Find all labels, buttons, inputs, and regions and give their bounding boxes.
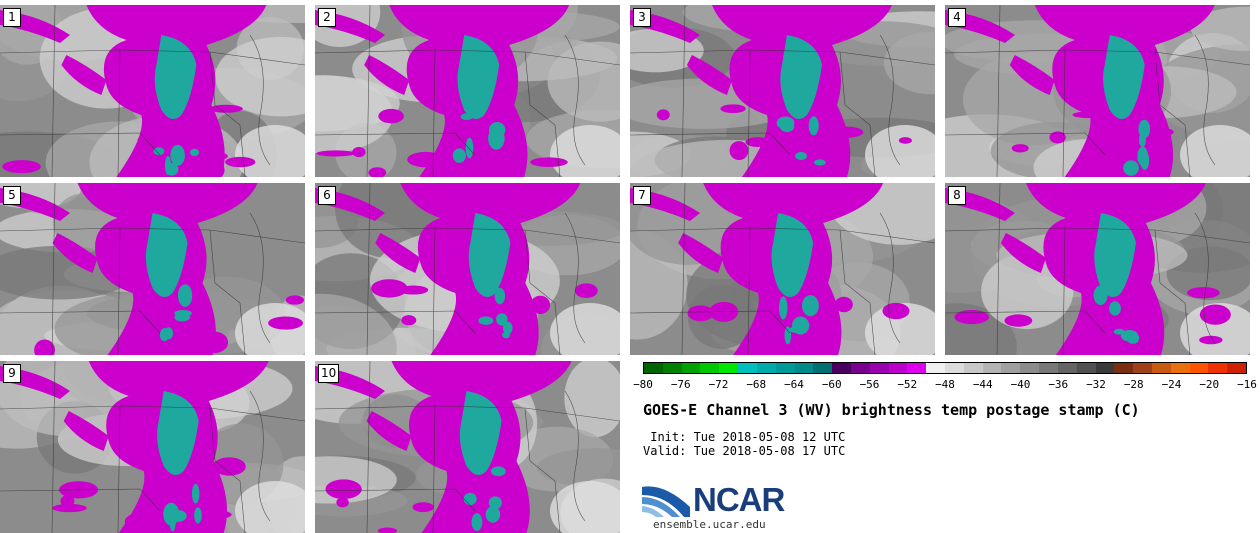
panel-number: 2 — [318, 8, 336, 27]
colorbar-tick-label: −32 — [1086, 378, 1106, 391]
ensemble-panel-8: 8 — [945, 183, 1250, 355]
colorbar-swatch — [888, 363, 908, 373]
ensemble-panel-9: 9 — [0, 361, 305, 533]
colorbar-swatch — [1227, 363, 1246, 373]
colorbar-swatch — [700, 363, 720, 373]
panel-number: 1 — [3, 8, 21, 27]
map-canvas — [945, 183, 1250, 355]
valid-time: Valid: Tue 2018-05-08 17 UTC — [643, 444, 846, 458]
wv-map-5 — [0, 183, 305, 355]
colorbar-tick-label: −80 — [633, 378, 653, 391]
map-canvas — [630, 5, 935, 177]
ensemble-panel-7: 7 — [630, 183, 935, 355]
colorbar-tick-label: −36 — [1048, 378, 1069, 391]
colorbar-swatch — [813, 363, 833, 373]
ensemble-panel-10: 10 — [315, 361, 620, 533]
ensemble-panel-4: 4 — [945, 5, 1250, 177]
map-canvas — [630, 183, 935, 355]
wv-map-7 — [630, 183, 935, 355]
colorbar-swatch — [850, 363, 870, 373]
colorbar-swatch — [907, 363, 927, 373]
colorbar-swatch — [982, 363, 1002, 373]
colorbar-swatch — [738, 363, 757, 373]
panel-number: 9 — [3, 364, 21, 383]
colorbar-swatch — [794, 363, 814, 373]
colorbar-swatch — [945, 363, 964, 373]
colorbar-swatch — [869, 363, 889, 373]
map-canvas — [945, 5, 1250, 177]
colorbar-swatch — [1133, 363, 1152, 373]
colorbar-swatch — [1189, 363, 1209, 373]
wv-map-10 — [315, 361, 620, 533]
colorbar-swatch — [832, 363, 851, 373]
panel-number: 8 — [948, 186, 966, 205]
colorbar-swatch — [1208, 363, 1228, 373]
colorbar-swatch — [1170, 363, 1190, 373]
colorbar-tick-label: −64 — [784, 378, 804, 391]
ensemble-panel-2: 2 — [315, 5, 620, 177]
colorbar-tick-label: −60 — [821, 378, 842, 391]
init-time: Init: Tue 2018-05-08 12 UTC — [643, 430, 846, 444]
colorbar-tick-label: −56 — [859, 378, 880, 391]
colorbar-tick-label: −72 — [708, 378, 729, 391]
map-canvas — [315, 5, 620, 177]
panel-number: 7 — [633, 186, 651, 205]
colorbar-tick-labels: −80 −76 −72 −68 −64 −60 −56 −52 −48 −44 −40 −36 −32 −… — [633, 378, 1257, 392]
colorbar-swatch — [1151, 363, 1171, 373]
wv-map-4 — [945, 5, 1250, 177]
colorbar-tick-label: −48 — [935, 378, 955, 391]
colorbar-swatch — [1114, 363, 1134, 373]
wv-map-1 — [0, 5, 305, 177]
colorbar-tick-label: −44 — [972, 378, 993, 391]
colorbar-swatch — [963, 363, 983, 373]
colorbar — [643, 362, 1247, 374]
panel-number: 3 — [633, 8, 651, 27]
colorbar-swatch — [662, 363, 682, 373]
colorbar-swatch — [1095, 363, 1115, 373]
wv-map-6 — [315, 183, 620, 355]
ncar-logo-icon — [642, 486, 690, 517]
colorbar-swatch — [1057, 363, 1077, 373]
colorbar-swatch — [644, 363, 663, 373]
colorbar-tick-label: −20 — [1199, 378, 1220, 391]
colorbar-tick-label: −40 — [1010, 378, 1031, 391]
ensemble-panel-6: 6 — [315, 183, 620, 355]
panel-number: 10 — [318, 364, 340, 383]
colorbar-tick-label: −52 — [897, 378, 918, 391]
panel-number: 5 — [3, 186, 21, 205]
ensemble-panel-5: 5 — [0, 183, 305, 355]
ensemble-panel-3: 3 — [630, 5, 935, 177]
map-canvas — [315, 361, 620, 533]
colorbar-swatch — [926, 363, 945, 373]
wv-map-2 — [315, 5, 620, 177]
colorbar-tick-label: −28 — [1123, 378, 1144, 391]
colorbar-tick-label: −76 — [670, 378, 691, 391]
colorbar-tick-label: −16 — [1237, 378, 1257, 391]
ncar-logo-text: NCAR — [693, 481, 785, 518]
colorbar-swatch — [1076, 363, 1096, 373]
wv-map-9 — [0, 361, 305, 533]
colorbar-swatch — [719, 363, 739, 373]
wv-map-3 — [630, 5, 935, 177]
colorbar-tick-label: −68 — [746, 378, 767, 391]
colorbar-swatch — [1039, 363, 1058, 373]
wv-map-8 — [945, 183, 1250, 355]
colorbar-swatch — [756, 363, 776, 373]
panel-number: 4 — [948, 8, 966, 27]
map-canvas — [0, 5, 305, 177]
colorbar-swatch — [681, 363, 701, 373]
logo-url: ensemble.ucar.edu — [653, 518, 766, 531]
ensemble-panel-1: 1 — [0, 5, 305, 177]
figure-title: GOES-E Channel 3 (WV) brightness temp po… — [643, 401, 1140, 419]
map-canvas — [0, 183, 305, 355]
colorbar-tick-label: −24 — [1161, 378, 1182, 391]
colorbar-swatch — [1001, 363, 1021, 373]
map-canvas — [315, 183, 620, 355]
panel-number: 6 — [318, 186, 336, 205]
map-canvas — [0, 361, 305, 533]
colorbar-swatch — [1020, 363, 1040, 373]
colorbar-swatch — [775, 363, 795, 373]
